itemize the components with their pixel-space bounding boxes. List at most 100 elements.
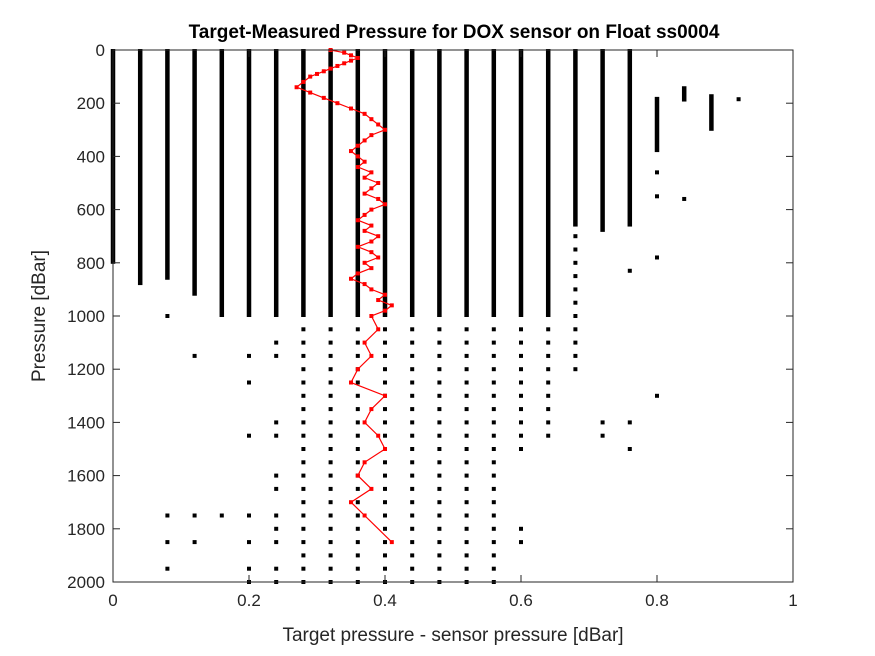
- scatter-point: [437, 393, 442, 398]
- series-marker: [389, 540, 394, 545]
- scatter-point: [301, 380, 306, 385]
- y-tick-label: 1200: [67, 360, 105, 379]
- scatter-point: [328, 353, 333, 358]
- scatter-point: [491, 500, 496, 505]
- y-tick-label: 1400: [67, 413, 105, 432]
- scatter-point: [410, 553, 415, 558]
- series-marker: [383, 127, 387, 132]
- scatter-dense-run: [464, 49, 469, 317]
- series-marker: [376, 234, 381, 239]
- series-marker: [376, 298, 381, 303]
- series-marker: [389, 303, 394, 308]
- scatter-point: [301, 433, 306, 438]
- series-marker: [294, 85, 299, 90]
- scatter-point: [464, 327, 469, 332]
- scatter-column-20: [654, 96, 660, 398]
- scatter-point: [301, 367, 306, 372]
- scatter-point: [464, 447, 469, 451]
- scatter-point: [355, 553, 360, 558]
- scatter-point: [219, 513, 224, 518]
- scatter-point: [383, 513, 387, 518]
- scatter-point: [546, 407, 551, 412]
- series-marker: [369, 250, 374, 255]
- series-marker: [369, 287, 374, 292]
- scatter-point: [410, 500, 415, 505]
- scatter-point: [410, 513, 415, 518]
- series-marker: [342, 50, 347, 55]
- scatter-point: [546, 353, 551, 358]
- series-marker: [355, 55, 360, 60]
- scatter-point: [165, 513, 170, 518]
- scatter-point: [301, 513, 306, 518]
- scatter-point: [247, 433, 251, 438]
- scatter-point: [437, 380, 442, 385]
- scatter-point: [301, 500, 306, 505]
- scatter-point: [192, 353, 197, 358]
- scatter-point: [247, 513, 251, 518]
- scatter-point: [410, 526, 415, 531]
- scatter-point: [600, 433, 605, 438]
- series-marker: [349, 53, 353, 58]
- scatter-point: [410, 420, 415, 425]
- scatter-point: [491, 526, 496, 531]
- scatter-column-22: [709, 94, 714, 131]
- scatter-point: [546, 327, 551, 332]
- scatter-point: [355, 393, 360, 398]
- scatter-point: [301, 327, 306, 332]
- series-marker: [362, 340, 367, 345]
- scatter-point: [546, 420, 551, 425]
- scatter-point: [328, 447, 333, 451]
- series-marker: [349, 500, 353, 505]
- scatter-point: [464, 500, 469, 505]
- scatter-point: [301, 526, 306, 531]
- series-marker: [369, 353, 374, 358]
- scatter-column-23: [736, 97, 741, 102]
- x-axis-label: Target pressure - sensor pressure [dBar]: [282, 625, 623, 646]
- scatter-point: [437, 327, 442, 332]
- series-marker: [355, 143, 360, 148]
- scatter-point: [464, 486, 469, 491]
- scatter-dense-run: [328, 49, 333, 317]
- y-tick-label: 800: [77, 254, 105, 273]
- scatter-dense-run: [654, 96, 660, 153]
- scatter-point: [410, 367, 415, 372]
- scatter-dense-run: [192, 49, 197, 296]
- scatter-dense-run: [573, 49, 578, 227]
- scatter-point: [383, 500, 387, 505]
- scatter-point: [491, 407, 496, 412]
- series-marker: [362, 282, 367, 287]
- series-marker: [355, 154, 360, 159]
- scatter-point: [274, 486, 279, 491]
- scatter-point: [355, 353, 360, 358]
- scatter-point: [383, 433, 387, 438]
- scatter-point: [328, 460, 333, 465]
- scatter-point: [655, 194, 659, 199]
- scatter-column-19: [627, 49, 633, 451]
- series-marker: [376, 122, 381, 127]
- x-tick-label: 0: [108, 591, 117, 610]
- scatter-point: [600, 420, 605, 425]
- series-marker: [355, 165, 360, 170]
- scatter-point: [437, 540, 442, 545]
- scatter-column-9: [355, 49, 361, 584]
- scatter-point: [519, 367, 523, 372]
- scatter-point: [437, 553, 442, 558]
- scatter-point: [274, 420, 279, 425]
- scatter-point: [328, 473, 333, 478]
- scatter-point: [519, 340, 523, 345]
- scatter-point: [410, 407, 415, 412]
- scatter-column-15: [518, 49, 524, 545]
- scatter-point: [464, 353, 469, 358]
- scatter-point: [410, 380, 415, 385]
- scatter-column-1: [137, 49, 143, 286]
- series-marker: [355, 271, 360, 276]
- scatter-column-17: [573, 49, 578, 372]
- scatter-point: [464, 367, 469, 372]
- scatter-point: [165, 566, 170, 571]
- series-marker: [369, 117, 374, 122]
- series-marker: [362, 175, 367, 180]
- scatter-point: [355, 513, 360, 518]
- scatter-point: [328, 526, 333, 531]
- scatter-point: [519, 526, 523, 531]
